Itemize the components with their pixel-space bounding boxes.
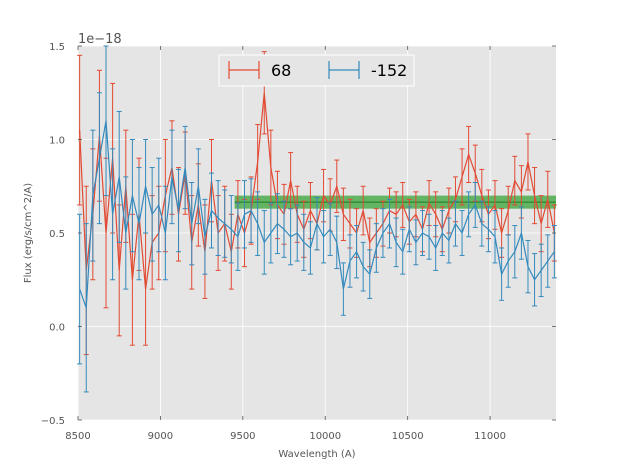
legend: 68 -152	[218, 54, 415, 87]
x-tick-label: 11000	[474, 431, 506, 442]
legend-label-152: -152	[371, 61, 407, 80]
y-axis-label: Flux (erg/s/cm^2/A)	[23, 183, 34, 283]
legend-label-68: 68	[271, 61, 291, 80]
y-tick-label: 1.5	[49, 42, 65, 53]
legend-item-68: 68	[228, 61, 291, 80]
y-tick-label: −0.5	[41, 416, 65, 427]
x-tick-label: 9500	[230, 431, 255, 442]
grid-lines	[77, 45, 556, 421]
x-axis-label: Wavelength (A)	[278, 449, 355, 460]
y-tick-label: 1.0	[49, 136, 65, 147]
y-tick-label: 0.0	[49, 323, 65, 334]
series-152	[77, 45, 557, 393]
y-tick-label: 0.5	[49, 229, 65, 240]
x-tick-label: 8500	[65, 431, 90, 442]
y-offset-label: 1e−18	[78, 32, 122, 47]
legend-item-152: -152	[328, 61, 407, 80]
series-layer	[77, 45, 557, 393]
legend-marker-152	[328, 61, 360, 79]
x-tick-label: 10500	[392, 431, 424, 442]
legend-marker-68	[228, 61, 260, 79]
series-line	[79, 120, 555, 308]
x-tick-label: 10000	[309, 431, 341, 442]
axis-ticks: 8500 9000 9500 10000 10500 11000 −0.5 0.0 0.5 1.0…	[41, 42, 556, 442]
x-tick-label: 9000	[148, 431, 173, 442]
